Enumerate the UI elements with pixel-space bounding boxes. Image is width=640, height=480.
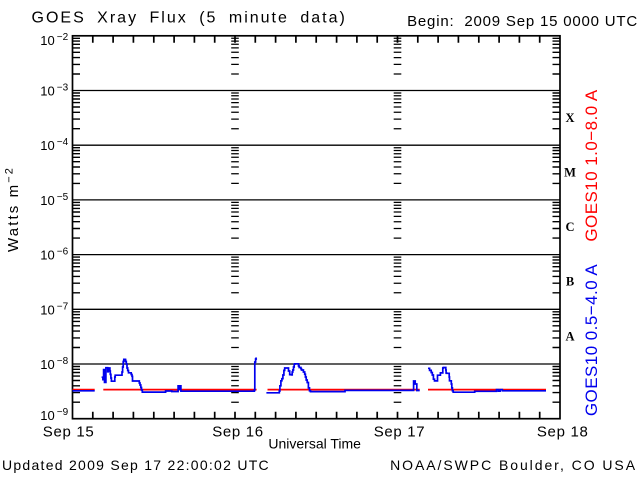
svg-text:Universal Time: Universal Time — [268, 436, 361, 452]
svg-text:B: B — [566, 275, 574, 289]
svg-text:10: 10 — [40, 193, 54, 208]
svg-text:Sep 15: Sep 15 — [43, 423, 95, 440]
svg-text:Sep 16: Sep 16 — [212, 423, 264, 440]
svg-text:−8: −8 — [57, 356, 69, 367]
svg-text:Sep 18: Sep 18 — [537, 423, 589, 440]
svg-text:10: 10 — [40, 248, 54, 263]
svg-text:Begin: 2009 Sep 15 0000 UTC: Begin: 2009 Sep 15 0000 UTC — [407, 13, 638, 30]
svg-text:10: 10 — [40, 408, 54, 423]
svg-text:A: A — [565, 330, 574, 344]
svg-text:Watts m−2: Watts m−2 — [3, 166, 22, 252]
svg-text:GOES10 0.5−4.0 A: GOES10 0.5−4.0 A — [582, 264, 601, 416]
svg-text:−9: −9 — [57, 407, 69, 418]
svg-text:C: C — [565, 220, 574, 234]
svg-text:10: 10 — [40, 357, 54, 372]
svg-text:Sep 17: Sep 17 — [374, 423, 426, 440]
svg-text:M: M — [564, 165, 576, 179]
svg-text:−6: −6 — [57, 247, 69, 258]
svg-text:−4: −4 — [57, 137, 69, 148]
svg-text:10: 10 — [40, 138, 54, 153]
svg-text:10: 10 — [40, 302, 54, 317]
svg-text:−7: −7 — [57, 301, 69, 312]
svg-text:10: 10 — [40, 33, 54, 48]
svg-text:X: X — [565, 111, 574, 125]
svg-text:−3: −3 — [57, 83, 69, 94]
svg-text:GOES Xray Flux (5 minute data): GOES Xray Flux (5 minute data) — [32, 9, 347, 26]
svg-text:−2: −2 — [57, 32, 69, 43]
svg-text:NOAA/SWPC Boulder, CO USA: NOAA/SWPC Boulder, CO USA — [390, 457, 637, 473]
svg-text:GOES10 1.0−8.0 A: GOES10 1.0−8.0 A — [582, 89, 601, 241]
svg-text:Updated 2009 Sep 17 22:00:02 U: Updated 2009 Sep 17 22:00:02 UTC — [2, 457, 270, 473]
svg-text:10: 10 — [40, 84, 54, 99]
svg-text:−5: −5 — [57, 192, 69, 203]
